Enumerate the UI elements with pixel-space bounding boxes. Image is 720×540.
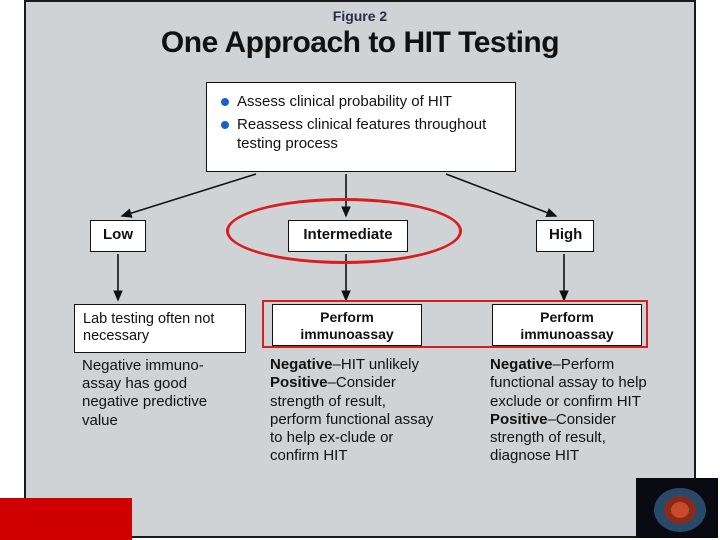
thumbnail-icon	[636, 478, 718, 538]
figure-title: One Approach to HIT Testing	[26, 26, 694, 60]
bullet-icon	[221, 98, 229, 106]
prob-low: Low	[90, 220, 146, 252]
outcome-low: Lab testing often not necessary Negative…	[74, 304, 246, 434]
bullet-row: Reassess clinical features throughout te…	[221, 116, 501, 154]
outcome-low-para: Negative immuno-assay has good negative …	[74, 353, 246, 434]
figure-panel: Figure 2 One Approach to HIT Testing Ass…	[24, 0, 696, 538]
prob-high: High	[536, 220, 594, 252]
annotation-ellipse	[226, 198, 462, 264]
bullet-row: Assess clinical probability of HIT	[221, 93, 501, 112]
neg-kw: Negative	[270, 356, 333, 373]
outcome-intermediate: Negative–HIT unlikely Positive–Consider …	[262, 352, 442, 470]
red-corner-block	[0, 498, 132, 540]
neg-text: –HIT unlikely	[333, 356, 419, 373]
neg-kw: Negative	[490, 356, 553, 373]
bullet-icon	[221, 121, 229, 129]
pos-kw: Positive	[490, 411, 548, 428]
outcome-high: Negative–Perform functional assay to hel…	[482, 352, 660, 470]
assess-bullet-1: Assess clinical probability of HIT	[237, 93, 452, 112]
outcome-high-text: Negative–Perform functional assay to hel…	[482, 352, 660, 470]
outcome-mid-text: Negative–HIT unlikely Positive–Consider …	[262, 352, 442, 470]
assess-bullet-2: Reassess clinical features throughout te…	[237, 116, 501, 154]
figure-label: Figure 2	[26, 2, 694, 24]
outcome-low-cell: Lab testing often not necessary	[74, 304, 246, 353]
assess-box: Assess clinical probability of HIT Reass…	[206, 82, 516, 172]
pos-kw: Positive	[270, 374, 328, 391]
annotation-rectangle	[262, 300, 648, 348]
